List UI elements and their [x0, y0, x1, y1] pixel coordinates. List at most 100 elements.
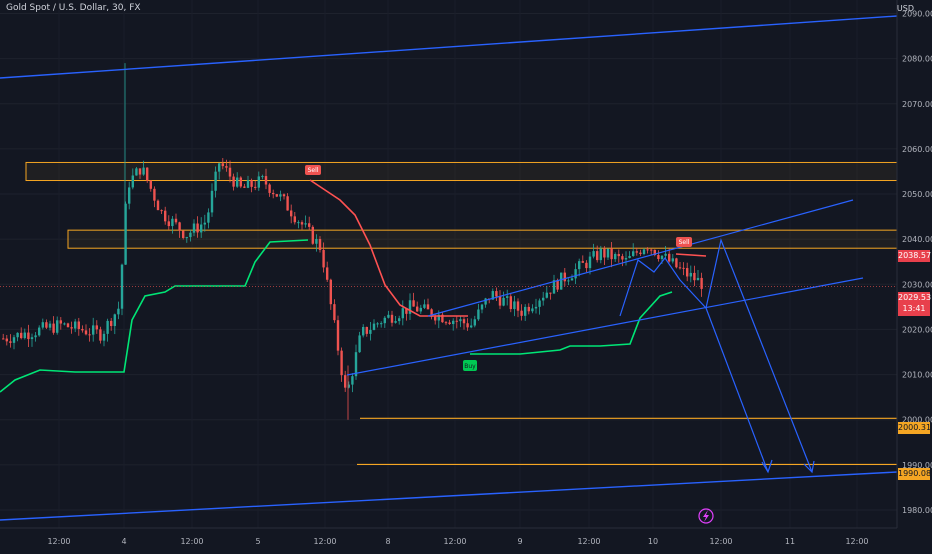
candle-body — [182, 230, 185, 238]
lightning-icon[interactable] — [698, 508, 714, 524]
y-tick-label: 2070.00 — [902, 100, 932, 109]
candle-body — [398, 318, 401, 322]
candle-body — [538, 300, 541, 307]
y-tick-label: 1990.00 — [902, 461, 932, 470]
candle-body — [257, 176, 260, 188]
candle-body — [498, 296, 502, 306]
candle-body — [128, 187, 131, 204]
x-tick-label: 12:00 — [845, 537, 868, 546]
x-tick-label: 12:00 — [577, 537, 600, 546]
candle-body — [502, 297, 505, 306]
candle-body — [221, 163, 224, 167]
candle-body — [542, 297, 545, 301]
supertrend-up-2 — [470, 291, 673, 355]
candle-body — [689, 272, 692, 277]
candle-body — [347, 384, 350, 388]
candle-body — [210, 190, 214, 213]
time-axis[interactable]: 12:00 4 12:00 5 12:00 8 12:00 9 12:00 10 12:00 11 12… — [0, 527, 897, 546]
candle-body — [459, 319, 462, 322]
bar-countdown: 13:41 — [902, 304, 926, 313]
candle-body — [333, 304, 336, 321]
candle-body — [232, 176, 235, 187]
candle-body — [135, 168, 138, 176]
candle-body — [138, 168, 142, 175]
sell-badge-1 — [305, 165, 321, 175]
candle-body — [250, 180, 253, 187]
candle-body — [34, 335, 37, 338]
candle-body — [606, 248, 610, 258]
candle-body — [556, 280, 559, 290]
candle-body — [293, 216, 296, 223]
candle-body — [610, 248, 613, 260]
projection-path-1 — [619, 237, 813, 473]
price-axis[interactable]: 2090.00 2080.00 2070.00 2060.00 2050.00 2040.… — [896, 0, 932, 528]
candle-body — [254, 186, 257, 188]
candle-body — [696, 277, 700, 281]
candle-body — [650, 249, 653, 251]
candle-body — [549, 292, 552, 294]
x-tick-label: 12:00 — [709, 537, 732, 546]
candle-body — [376, 323, 379, 325]
y-tick-label: 2030.00 — [902, 280, 932, 289]
candle-body — [423, 304, 426, 308]
candle-body — [207, 212, 210, 223]
candle-body — [16, 332, 19, 338]
candle-body — [372, 323, 376, 330]
candle-body — [628, 255, 631, 259]
level-tag-1990: 1990.08 — [898, 468, 932, 480]
y-tick-label: 2050.00 — [902, 190, 932, 199]
candle-body — [642, 249, 646, 255]
projection-path-2 — [705, 307, 769, 473]
candle-body — [664, 253, 667, 256]
candle-body — [228, 167, 232, 177]
candle-body — [390, 314, 394, 323]
candle-body — [308, 223, 311, 227]
buy-signal-label: Buy — [464, 363, 476, 370]
candle-body — [614, 254, 617, 260]
candle-body — [74, 321, 77, 329]
level-tag-2038: 2038.57 — [898, 250, 932, 262]
candle-body — [470, 325, 473, 328]
candle-body — [639, 252, 642, 255]
candle-body — [120, 264, 124, 309]
candle-body — [318, 239, 322, 250]
buy-badge — [463, 360, 477, 371]
candle-body — [243, 186, 246, 188]
candle-body — [452, 320, 455, 325]
candle-body — [567, 280, 570, 282]
x-tick-label: 8 — [385, 537, 390, 546]
last-price-tag: 2029.53 13:41 — [898, 292, 931, 316]
candle-body — [531, 308, 534, 312]
candle-body — [200, 224, 203, 233]
candle-body — [462, 319, 466, 324]
candle-body — [506, 296, 509, 298]
x-tick-label: 12:00 — [47, 537, 70, 546]
y-tick-label: 2040.00 — [902, 235, 932, 244]
x-tick-label: 5 — [255, 537, 260, 546]
candle-body — [81, 328, 84, 331]
candle-body — [426, 304, 430, 310]
signal-badges: Sell Buy Sell — [305, 165, 692, 371]
candle-body — [480, 304, 484, 310]
candle-body — [405, 308, 408, 314]
sell-badge-2 — [676, 237, 692, 247]
candle-body — [41, 322, 44, 328]
candle-body — [117, 308, 120, 315]
candle-body — [516, 301, 520, 311]
candle-body — [387, 314, 390, 318]
candle-body — [63, 323, 66, 325]
x-tick-label: 9 — [517, 537, 522, 546]
x-tick-label: 12:00 — [180, 537, 203, 546]
candle-body — [38, 327, 41, 336]
candle-body — [578, 261, 581, 270]
candle-body — [380, 323, 383, 325]
y-tick-label: 2060.00 — [902, 145, 932, 154]
candle-body — [5, 338, 8, 342]
candle-body — [588, 256, 592, 269]
candle-body — [2, 338, 5, 340]
currency-label: USD — [896, 4, 914, 13]
candle-body — [466, 323, 469, 328]
candle-body — [675, 258, 678, 268]
